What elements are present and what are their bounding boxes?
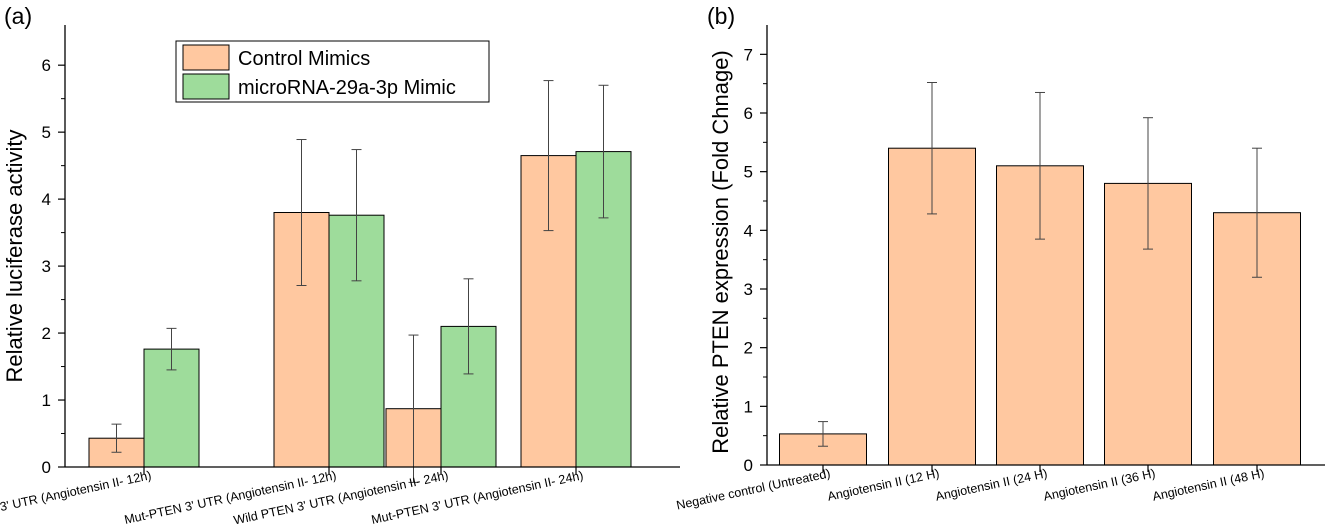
- a-x-category-label-2: Wild PTEN 3' UTR (Angiotensin II- 24h): [232, 468, 449, 527]
- b-y-tick-label-1: 1: [744, 397, 753, 416]
- a-error-bar-control-mimics-1: [296, 139, 307, 287]
- b-y-tick-label-6: 6: [744, 104, 753, 123]
- b-x-category-label-0: Negative control (Untreated): [675, 466, 832, 512]
- b-error-bar-series-0: [818, 421, 828, 447]
- b-y-tick-label-0: 0: [744, 456, 753, 475]
- legend-label-control-mimics: Control Mimics: [238, 48, 370, 70]
- b-x-category-label-3: Angiotensin II (36 H): [1042, 466, 1156, 503]
- b-x-category-label-4: Angiotensin II (48 H): [1151, 466, 1265, 503]
- a-y-tick-label-3: 3: [42, 257, 51, 276]
- b-x-category-label-1: Angiotensin II (12 H): [826, 466, 940, 503]
- chart-panel-a: (a) Relative luciferase activity 0 1 2 3 4 5 6…: [0, 3, 680, 527]
- a-error-bar-control-mimics-0: [111, 423, 122, 453]
- b-error-bar-series-3: [1143, 117, 1153, 250]
- b-y-tick-label-3: 3: [744, 280, 753, 299]
- panel-label-a: (a): [4, 3, 32, 29]
- panel-label-b: (b): [707, 3, 735, 29]
- b-x-category-label-2: Angiotensin II (24 H): [934, 466, 1048, 503]
- a-error-bar-microrna-29a-3p-mimic-2: [463, 278, 474, 375]
- a-y-tick-label-6: 6: [42, 56, 51, 75]
- y-axis-title-b: Relative PTEN expression (Fold Chnage): [708, 50, 733, 454]
- a-y-tick-label-2: 2: [42, 324, 51, 343]
- b-error-bar-series-2: [1035, 91, 1045, 240]
- a-y-tick-label-1: 1: [42, 391, 51, 410]
- b-error-bar-series-4: [1252, 147, 1262, 278]
- bars-group-b: [779, 81, 1301, 466]
- a-error-bar-microrna-29a-3p-mimic-0: [166, 327, 177, 371]
- y-axis-title-a: Relative luciferase activity: [2, 129, 27, 382]
- a-error-bar-microrna-29a-3p-mimic-3: [598, 84, 609, 219]
- a-error-bar-control-mimics-2: [408, 334, 419, 483]
- a-error-bar-microrna-29a-3p-mimic-1: [351, 149, 362, 282]
- a-y-tick-label-4: 4: [42, 190, 51, 209]
- a-error-bar-control-mimics-3: [543, 80, 554, 232]
- b-error-bar-series-1: [927, 81, 937, 215]
- b-y-tick-label-2: 2: [744, 339, 753, 358]
- legend-label-microrna-mimic: microRNA-29a-3p Mimic: [238, 77, 456, 99]
- a-y-tick-label-0: 0: [42, 458, 51, 477]
- legend-a: Control Mimics microRNA-29a-3p Mimic: [175, 40, 490, 103]
- chart-panel-b: (b) Relative PTEN expression (Fold Chnag…: [675, 3, 1325, 513]
- bars-group-a: [88, 80, 632, 483]
- a-y-tick-label-5: 5: [42, 123, 51, 142]
- legend-swatch-control-mimics: [182, 44, 230, 71]
- b-y-tick-label-7: 7: [744, 45, 753, 64]
- b-y-tick-label-4: 4: [744, 221, 753, 240]
- legend-swatch-microrna-mimic: [182, 73, 230, 100]
- b-y-tick-label-5: 5: [744, 163, 753, 182]
